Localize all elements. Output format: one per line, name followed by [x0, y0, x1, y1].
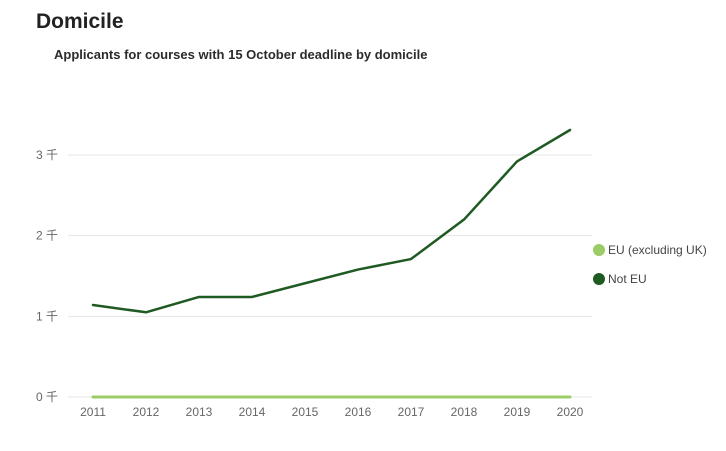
x-tick-label: 2016 — [345, 405, 372, 419]
series-line-not-eu[interactable] — [91, 128, 572, 314]
x-tick-label: 2011 — [80, 405, 106, 419]
series — [91, 128, 572, 399]
x-tick-label: 2012 — [133, 405, 160, 419]
x-tick-label: 2015 — [292, 405, 319, 419]
y-axis: 0 千 1 千 2 千 3 千 — [36, 148, 58, 404]
y-tick-label: 2 千 — [36, 229, 58, 243]
x-tick-label: 2020 — [557, 405, 584, 419]
x-tick-label: 2013 — [186, 405, 213, 419]
x-tick-label: 2014 — [239, 405, 266, 419]
legend-label: Not EU — [608, 272, 647, 286]
legend-swatch — [593, 273, 605, 285]
chart-title: Applicants for courses with 15 October d… — [54, 47, 428, 62]
page-title: Domicile — [36, 10, 124, 33]
y-tick-label: 1 千 — [36, 309, 58, 323]
legend-swatch — [593, 244, 605, 256]
legend-item-eu-excluding-uk[interactable]: EU (excluding UK) — [593, 243, 707, 257]
x-tick-label: 2019 — [504, 405, 531, 419]
x-tick-label: 2018 — [451, 405, 478, 419]
y-tick-label: 0 千 — [36, 390, 58, 404]
x-tick-label: 2017 — [398, 405, 425, 419]
legend[interactable]: EU (excluding UK) Not EU — [593, 243, 707, 286]
legend-label: EU (excluding UK) — [608, 243, 707, 257]
y-tick-label: 3 千 — [36, 148, 58, 162]
x-axis: 2011 2012 2013 2014 2015 2016 2017 2018 2019 2020 — [80, 405, 584, 419]
legend-item-not-eu[interactable]: Not EU — [593, 272, 647, 286]
